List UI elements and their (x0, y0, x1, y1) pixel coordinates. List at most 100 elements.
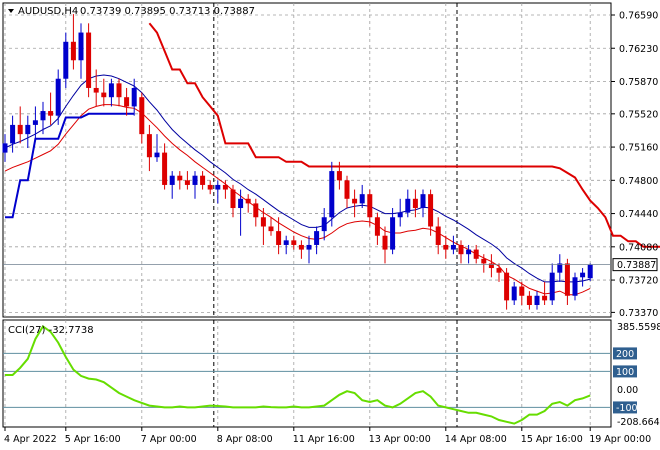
cci-level-label: 200 (616, 349, 634, 360)
cci-tick-label: -208.6649 (617, 417, 660, 428)
candle-bearish (48, 111, 54, 116)
price-tick-label: 0.74440 (619, 209, 658, 220)
candle-bearish (367, 194, 373, 218)
candle-bearish (443, 244, 449, 250)
channel-lower-line (5, 112, 135, 219)
candle-bearish (268, 226, 274, 232)
candle-bearish (124, 97, 130, 107)
candle-bearish (245, 198, 251, 204)
candle-bearish (435, 226, 441, 245)
candle-bullish (2, 143, 8, 153)
candle-bearish (374, 217, 380, 236)
cci-level-label: 100 (616, 367, 634, 378)
cci-grid (3, 320, 611, 427)
price-grid (3, 3, 611, 317)
cci-lines (5, 324, 591, 425)
candle-bearish (298, 244, 304, 250)
candle-bullish (466, 249, 472, 255)
cci-tick-label: 0.00 (617, 385, 638, 396)
candle-bearish (86, 32, 92, 88)
price-pane-frame (2, 2, 612, 318)
price-tick-label: 0.75870 (619, 77, 658, 88)
price-overlays (4, 22, 660, 296)
time-tick-label: 19 Apr 00:00 (589, 434, 651, 445)
current-price-tag (612, 258, 658, 272)
candle-bearish (162, 152, 168, 185)
time-axis: 4 Apr 2022 5 Apr 16:00 7 Apr 00:00 8 Apr 08… (4, 427, 651, 445)
price-tick-label: 0.76230 (619, 44, 658, 55)
cci-pane: 385.5598 200 100 0.00 -100 -208.6649 CCI(27) … (2, 319, 660, 428)
candle-bullish (192, 175, 198, 185)
candle-bearish (230, 189, 236, 209)
time-tick-label: 8 Apr 08:00 (217, 434, 273, 445)
candle-bearish (139, 97, 145, 135)
candle-bearish (352, 198, 358, 204)
candle-bearish (542, 295, 548, 301)
candle-bearish (200, 175, 206, 185)
ohlc-readout: 0.73739 0.73895 0.73713 0.73887 (80, 6, 255, 17)
candle-bullish (32, 120, 38, 125)
candle-bearish (177, 175, 183, 181)
candle-bearish (564, 263, 570, 296)
chart-header: AUDUSD,H4 0.73739 0.73895 0.73713 0.7388… (8, 6, 255, 17)
candle-bearish (17, 124, 23, 135)
price-tick-label: 0.76590 (619, 11, 658, 22)
candle-bullish (397, 212, 403, 218)
price-tick-label: 0.74800 (619, 176, 658, 187)
price-tick-label: 0.73720 (619, 276, 658, 287)
cci-level-label: -100 (616, 403, 638, 414)
dropdown-icon[interactable] (8, 9, 14, 13)
candle-bearish (473, 249, 479, 259)
candle-bullish (169, 175, 175, 185)
candle-bearish (260, 217, 266, 227)
candle-bullish (78, 32, 84, 61)
candle-bearish (496, 268, 502, 273)
candle-bullish (390, 217, 396, 250)
candle-bullish (108, 83, 114, 98)
candle-bearish (146, 134, 152, 158)
candle-bullish (572, 277, 578, 296)
price-tick-label: 0.73370 (619, 308, 658, 319)
candle-bearish (207, 184, 213, 190)
cci-level-tag (613, 401, 637, 414)
candle-bearish (184, 180, 190, 185)
price-pane: 0.76590 0.76230 0.75870 0.75520 0.75160 0.748… (2, 2, 660, 319)
candle-bearish (101, 92, 107, 98)
candle-bearish (253, 203, 259, 218)
candle-bullish (329, 171, 335, 218)
candle-bullish (25, 124, 31, 135)
candle-bearish (526, 295, 532, 305)
candle-bullish (306, 244, 312, 250)
cci-axis: 385.5598 200 100 0.00 -100 -208.6649 (613, 322, 660, 428)
candle-bearish (116, 83, 122, 98)
candle-bullish (283, 240, 289, 245)
cci-tick-label: 385.5598 (617, 322, 660, 333)
candle-bullish (511, 286, 517, 301)
cci-title: CCI(27) -32.7738 (8, 325, 94, 336)
candle-bearish (70, 41, 76, 61)
price-tick-label: 0.74080 (619, 242, 658, 253)
candle-bearish (488, 263, 494, 269)
candle-bullish (314, 231, 320, 245)
candle-bearish (428, 194, 434, 227)
candle-bullish (549, 272, 555, 301)
candle-bullish (587, 264, 593, 279)
candle-bearish (344, 180, 350, 199)
candle-bullish (580, 272, 586, 278)
candle-bullish (420, 194, 426, 209)
symbol-label: AUDUSD,H4 (18, 6, 78, 17)
candles (2, 14, 593, 310)
candle-bearish (93, 87, 99, 93)
current-price-label: 0.73887 (617, 260, 656, 271)
candle-bullish (238, 198, 244, 209)
candle-bullish (40, 111, 46, 121)
candle-bearish (458, 244, 464, 255)
candle-bullish (321, 217, 327, 232)
candle-bullish (131, 87, 137, 107)
time-tick-label: 15 Apr 16:00 (521, 434, 583, 445)
cci-pane-frame (2, 319, 612, 428)
candle-bullish (10, 124, 16, 144)
price-tick-label: 0.75520 (619, 109, 658, 120)
